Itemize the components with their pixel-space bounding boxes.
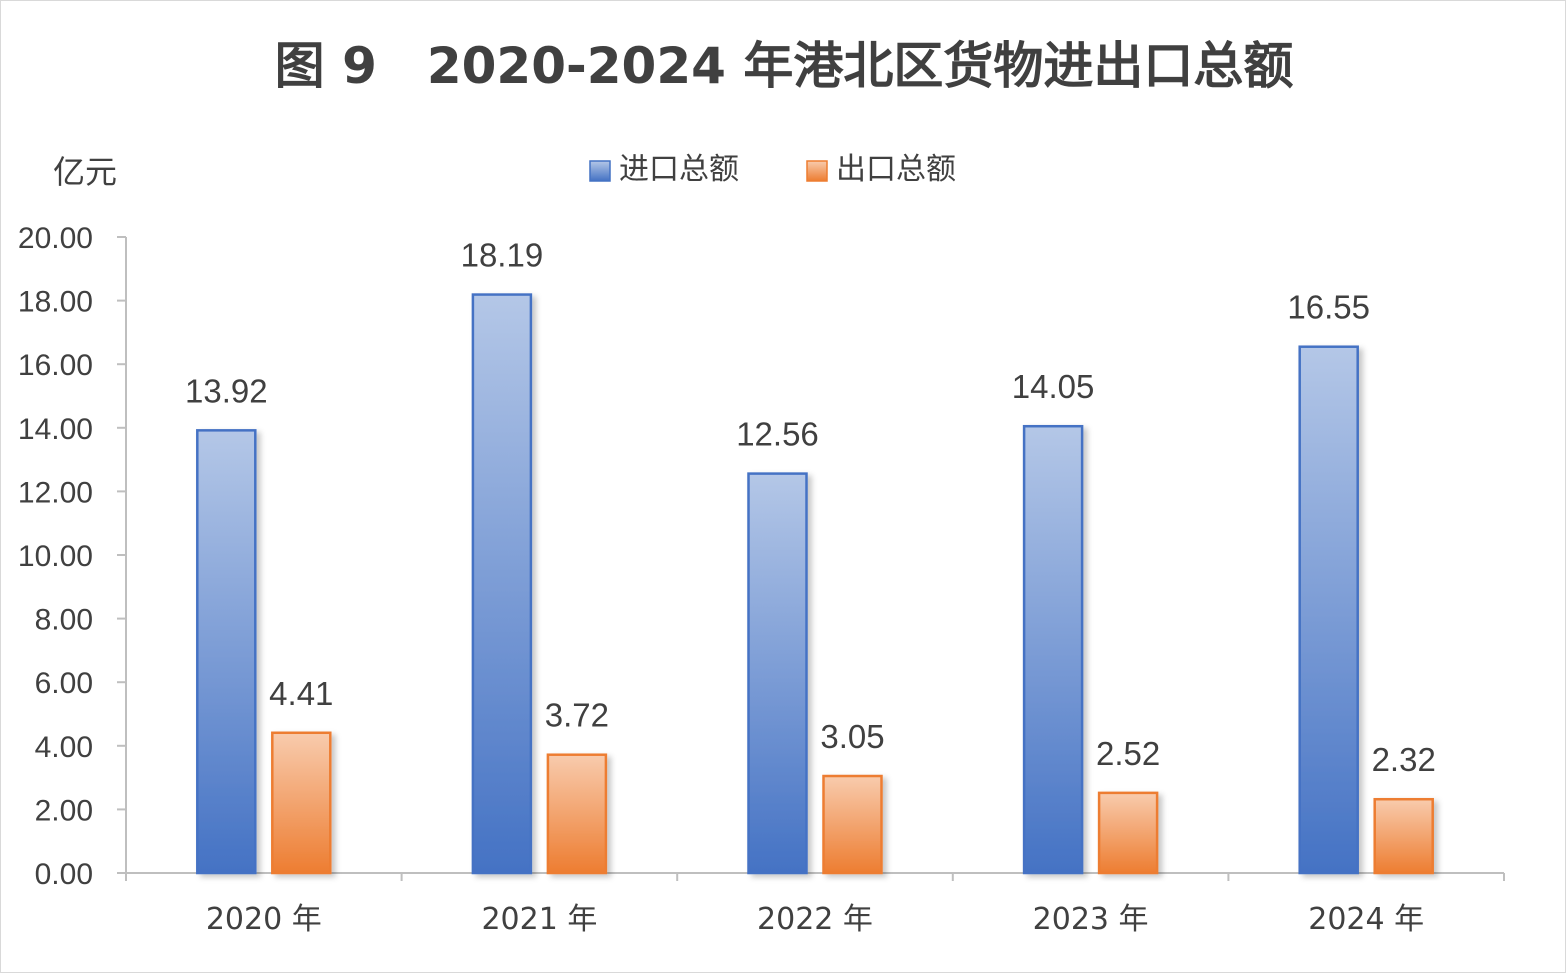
y-tick-label: 14.00	[18, 413, 93, 446]
bar	[471, 293, 533, 875]
y-tick-label: 6.00	[35, 667, 93, 700]
y-tick-label: 16.00	[18, 349, 93, 382]
bar	[747, 472, 808, 875]
bar	[1097, 791, 1159, 875]
data-label: 4.41	[269, 675, 333, 712]
y-tick-label: 2.00	[35, 794, 93, 827]
bar	[196, 429, 257, 875]
data-label: 18.19	[461, 237, 544, 274]
y-tick-label: 10.00	[18, 540, 93, 573]
bar	[546, 753, 608, 875]
y-tick-label: 12.00	[18, 476, 93, 509]
legend-swatch	[806, 160, 828, 182]
data-labels: 13.92 4.41 18.19 3.72 12.56 3.05 14.05 2.52 16.5…	[185, 237, 1436, 779]
bar	[1298, 345, 1359, 875]
y-tick-label: 18.00	[18, 286, 93, 319]
y-tick-label: 4.00	[35, 731, 93, 764]
legend: 进口总额 出口总额	[589, 152, 956, 187]
data-label: 12.56	[736, 416, 819, 453]
x-tick-label: 2020 年	[206, 902, 322, 937]
data-label: 3.05	[820, 718, 884, 755]
legend-swatch	[589, 160, 611, 182]
chart-title: 图 9 2020-2024 年港北区货物进出口总额	[275, 37, 1294, 95]
bar	[822, 774, 883, 875]
data-label: 13.92	[185, 372, 268, 409]
x-tick-label: 2022 年	[757, 902, 873, 937]
data-label: 2.52	[1096, 735, 1160, 772]
bar	[1022, 424, 1084, 875]
data-label: 3.72	[545, 697, 609, 734]
bars	[196, 293, 1434, 875]
x-tick-label: 2023 年	[1033, 902, 1149, 937]
bar	[1373, 797, 1434, 875]
axes: 0.00 2.00 4.00 6.00 8.00 10.00 12.00 14.00 16.00…	[18, 222, 1505, 937]
data-label: 2.32	[1372, 741, 1436, 778]
data-label: 16.55	[1287, 289, 1370, 326]
y-tick-label: 8.00	[35, 604, 93, 637]
legend-label: 出口总额	[836, 152, 956, 187]
y-tick-label: 0.00	[35, 858, 93, 891]
x-tick-label: 2024 年	[1308, 902, 1424, 937]
bar	[271, 731, 332, 875]
data-label: 14.05	[1012, 368, 1095, 405]
legend-label: 进口总额	[619, 152, 739, 187]
y-axis-unit: 亿元	[53, 153, 117, 191]
y-tick-label: 20.00	[18, 222, 93, 255]
x-tick-label: 2021 年	[481, 902, 597, 937]
